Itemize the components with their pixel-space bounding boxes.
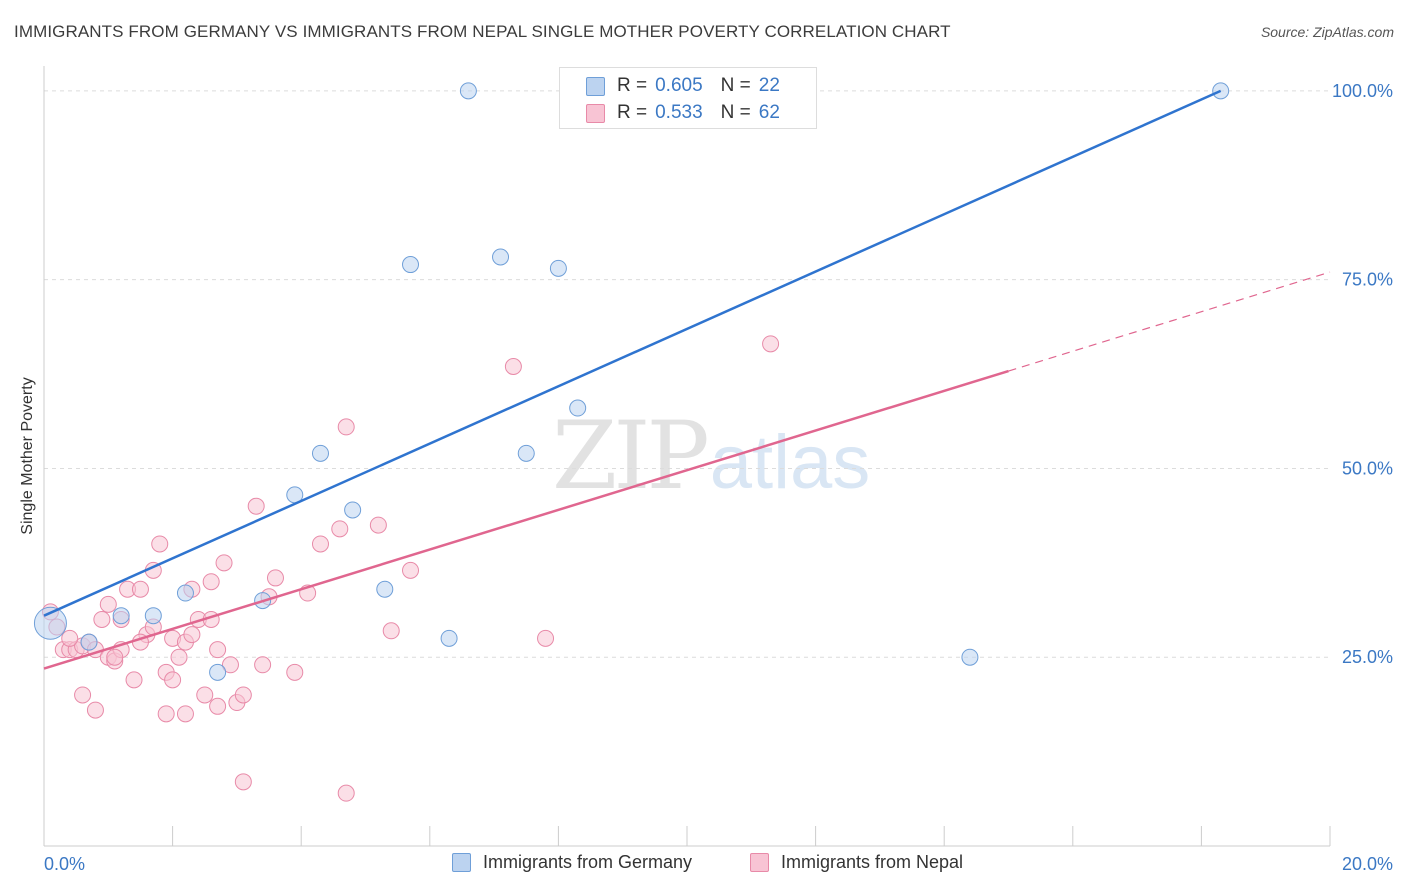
nepal-point [221, 656, 239, 674]
watermark-zip: ZIP [552, 402, 710, 511]
series-legend: Immigrants from Germany Immigrants from … [0, 852, 1406, 878]
nepal-point [286, 663, 304, 681]
watermark-atlas: atlas [709, 420, 871, 505]
germany-point [33, 606, 67, 640]
germany-point [440, 629, 458, 647]
nepal-point [196, 686, 214, 704]
nepal-point [331, 520, 349, 538]
nepal-point [247, 497, 265, 515]
nepal-point [337, 784, 355, 802]
nepal-point [762, 335, 780, 353]
nepal-trend-extension [1008, 271, 1331, 372]
source-label: Source: ZipAtlas.com [1260, 24, 1394, 40]
nepal-point [266, 569, 284, 587]
nepal-point [183, 626, 201, 644]
germany-point [961, 648, 979, 666]
legend-n-label: N = [720, 75, 751, 96]
nepal-point [209, 697, 227, 715]
legend-item-germany: Immigrants from Germany [452, 852, 692, 873]
germany-point [402, 256, 420, 274]
germany-point [459, 82, 477, 100]
y-tick-label: 100.0% [1332, 81, 1393, 101]
nepal-point [311, 535, 329, 553]
nepal-point [86, 701, 104, 719]
germany-point [112, 607, 130, 625]
germany-point [549, 259, 567, 277]
legend-n-label: N = [720, 102, 751, 123]
germany-swatch [452, 853, 471, 872]
nepal-point [151, 535, 169, 553]
nepal-trend-line [43, 369, 1009, 670]
nepal-swatch [586, 103, 605, 123]
legend-germany-label: Immigrants from Germany [483, 852, 693, 872]
nepal-point [164, 671, 182, 689]
nepal-point [337, 418, 355, 436]
legend-r-label: R = [617, 102, 648, 123]
germany-point [144, 607, 162, 625]
nepal-swatch [750, 853, 769, 872]
nepal-point [176, 705, 194, 723]
nepal-point [99, 595, 117, 613]
legend-nepal-label: Immigrants from Nepal [781, 852, 964, 872]
legend-row-germany: R = 0.605 N = 22 [586, 74, 780, 98]
nepal-point [537, 629, 555, 647]
nepal-point [369, 516, 387, 534]
germany-point [344, 501, 362, 519]
legend-r-value: 0.533 [655, 102, 703, 123]
y-tick-label: 50.0% [1342, 458, 1393, 478]
nepal-point [202, 573, 220, 591]
legend-r-value: 0.605 [655, 75, 703, 96]
germany-point [376, 580, 394, 598]
nepal-point [254, 656, 272, 674]
germany-point [569, 399, 587, 417]
nepal-point [209, 641, 227, 659]
germany-point [492, 248, 510, 266]
nepal-point [157, 705, 175, 723]
nepal-point [215, 554, 233, 572]
x-tick-label: 0.0% [44, 854, 85, 874]
germany-trend-line [43, 89, 1222, 617]
nepal-point [402, 561, 420, 579]
legend-item-nepal: Immigrants from Nepal [750, 852, 963, 873]
correlation-legend: R = 0.605 N = 22 R = 0.533 N = 62 [559, 67, 817, 129]
germany-point [311, 444, 329, 462]
legend-r-label: R = [617, 75, 648, 96]
y-tick-label: 75.0% [1342, 270, 1393, 290]
legend-row-nepal: R = 0.533 N = 62 [586, 101, 780, 125]
nepal-point [170, 648, 188, 666]
legend-n-value: 62 [758, 102, 780, 123]
chart-title: IMMIGRANTS FROM GERMANY VS IMMIGRANTS FR… [14, 22, 951, 41]
y-tick-label: 25.0% [1342, 647, 1393, 667]
x-tick-label: 20.0% [1342, 854, 1393, 874]
nepal-point [125, 671, 143, 689]
germany-point [80, 633, 98, 651]
nepal-point [74, 686, 92, 704]
nepal-point [61, 629, 79, 647]
nepal-point [131, 580, 149, 598]
nepal-point [234, 686, 252, 704]
nepal-point [106, 648, 124, 666]
germany-point [176, 584, 194, 602]
nepal-point [504, 357, 522, 375]
watermark: ZIPatlas [552, 402, 870, 511]
nepal-point [93, 610, 111, 628]
germany-swatch [586, 76, 605, 96]
legend-n-value: 22 [758, 75, 780, 96]
germany-point [209, 663, 227, 681]
nepal-point [382, 622, 400, 640]
nepal-point [234, 773, 252, 791]
germany-point [517, 444, 535, 462]
